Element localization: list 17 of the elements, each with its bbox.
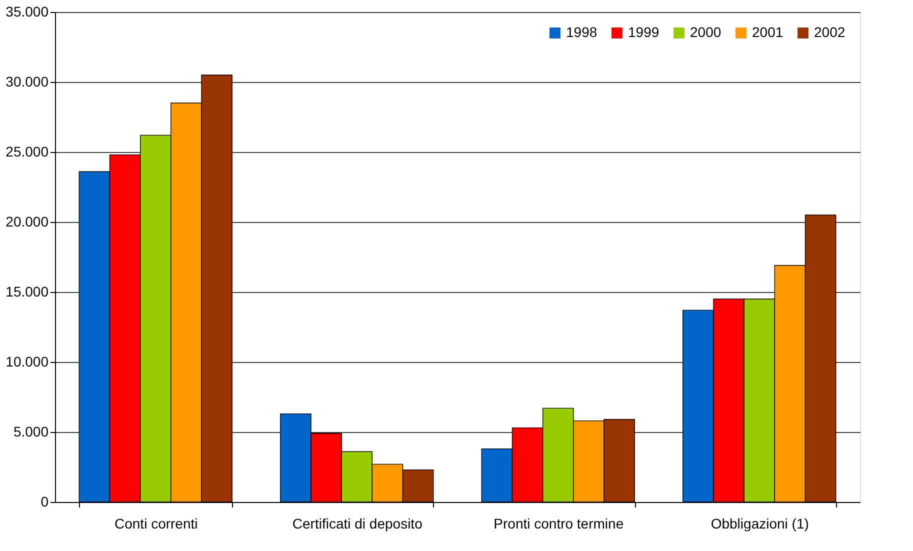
y-tick-label: 35.000	[6, 4, 49, 20]
y-tick-label: 20.000	[6, 214, 49, 230]
y-tick-label: 30.000	[6, 74, 49, 90]
y-tick-label: 15.000	[6, 284, 49, 300]
y-tick-label: 0	[40, 494, 49, 510]
x-tick-label: Conti correnti	[114, 516, 198, 532]
legend-label: 1998	[566, 24, 598, 40]
y-tick-label: 5.000	[13, 424, 49, 440]
y-tick-label: 10.000	[6, 354, 49, 370]
x-tick-label: Certificati di deposito	[292, 516, 423, 532]
y-tick-label: 25.000	[6, 144, 49, 160]
x-tick-label: Pronti contro termine	[494, 516, 624, 532]
legend-label: 2002	[814, 24, 846, 40]
legend-label: 1999	[628, 24, 660, 40]
legend-label: 2000	[690, 24, 722, 40]
x-tick-label: Obbligazioni (1)	[710, 516, 809, 532]
legend-label: 2001	[752, 24, 784, 40]
